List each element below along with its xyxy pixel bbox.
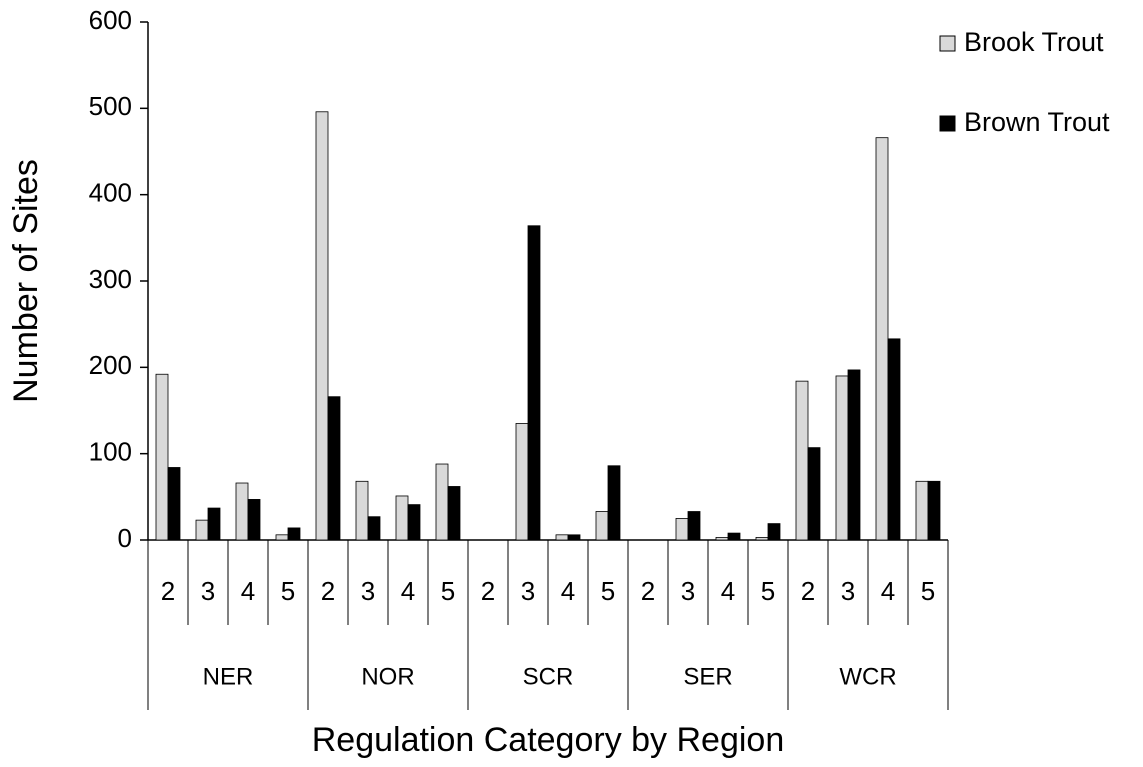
legend-swatch [939, 115, 956, 132]
bar [927, 480, 941, 541]
x-tick-label: 4 [881, 576, 895, 606]
x-tick-label: 5 [761, 576, 775, 606]
bar [235, 482, 249, 541]
bar [407, 504, 421, 541]
bar [835, 375, 849, 541]
bar [687, 511, 701, 541]
bar [515, 423, 529, 541]
x-tick-label: 4 [241, 576, 255, 606]
bar [355, 480, 369, 541]
bar [247, 499, 261, 541]
bar [435, 463, 449, 541]
x-tick-label: 3 [681, 576, 695, 606]
y-tick-label: 200 [89, 350, 132, 380]
bar [287, 527, 301, 541]
bar [275, 534, 289, 541]
bar [527, 225, 541, 541]
x-tick-label: 2 [161, 576, 175, 606]
bar [327, 396, 341, 541]
x-tick-label: 5 [441, 576, 455, 606]
bar [607, 465, 621, 541]
bar [795, 380, 809, 541]
x-tick-label: 2 [801, 576, 815, 606]
bar [447, 486, 461, 541]
bar [395, 495, 409, 541]
y-tick-label: 400 [89, 178, 132, 208]
bar [207, 507, 221, 541]
legend-label: Brown Trout [964, 107, 1110, 137]
x-tick-label: 2 [481, 576, 495, 606]
x-tick-label: 5 [281, 576, 295, 606]
bar [567, 534, 581, 541]
bar [367, 516, 381, 541]
x-tick-label: 3 [361, 576, 375, 606]
bar [155, 373, 169, 541]
x-tick-label: 4 [721, 576, 735, 606]
bar [727, 532, 741, 541]
bar [887, 338, 901, 541]
bar [167, 467, 181, 541]
bar [755, 537, 769, 541]
group-label: WCR [839, 663, 896, 690]
group-label: SER [683, 663, 732, 690]
bar [555, 534, 569, 541]
y-tick-label: 300 [89, 264, 132, 294]
legend-swatch [939, 35, 956, 52]
x-tick-label: 5 [601, 576, 615, 606]
x-tick-label: 5 [921, 576, 935, 606]
bar [847, 369, 861, 541]
bar [315, 111, 329, 541]
group-label: NOR [361, 663, 414, 690]
bar [715, 537, 729, 541]
bar [915, 480, 929, 541]
group-label: SCR [523, 663, 574, 690]
bar [767, 523, 781, 541]
x-tick-label: 2 [321, 576, 335, 606]
y-tick-label: 600 [89, 5, 132, 35]
bar [675, 518, 689, 541]
bar [875, 137, 889, 541]
x-tick-label: 4 [561, 576, 575, 606]
x-tick-label: 2 [641, 576, 655, 606]
legend-label: Brook Trout [964, 27, 1104, 57]
x-tick-label: 3 [841, 576, 855, 606]
bar [595, 511, 609, 541]
x-axis-title: Regulation Category by Region [312, 721, 785, 759]
x-tick-label: 4 [401, 576, 415, 606]
x-tick-label: 3 [521, 576, 535, 606]
x-tick-label: 3 [201, 576, 215, 606]
y-tick-label: 100 [89, 437, 132, 467]
y-axis-title: Number of Sites [7, 159, 45, 403]
y-tick-label: 500 [89, 91, 132, 121]
bar [195, 519, 209, 541]
bar [807, 447, 821, 541]
y-tick-label: 0 [118, 523, 132, 553]
group-label: NER [203, 663, 254, 690]
